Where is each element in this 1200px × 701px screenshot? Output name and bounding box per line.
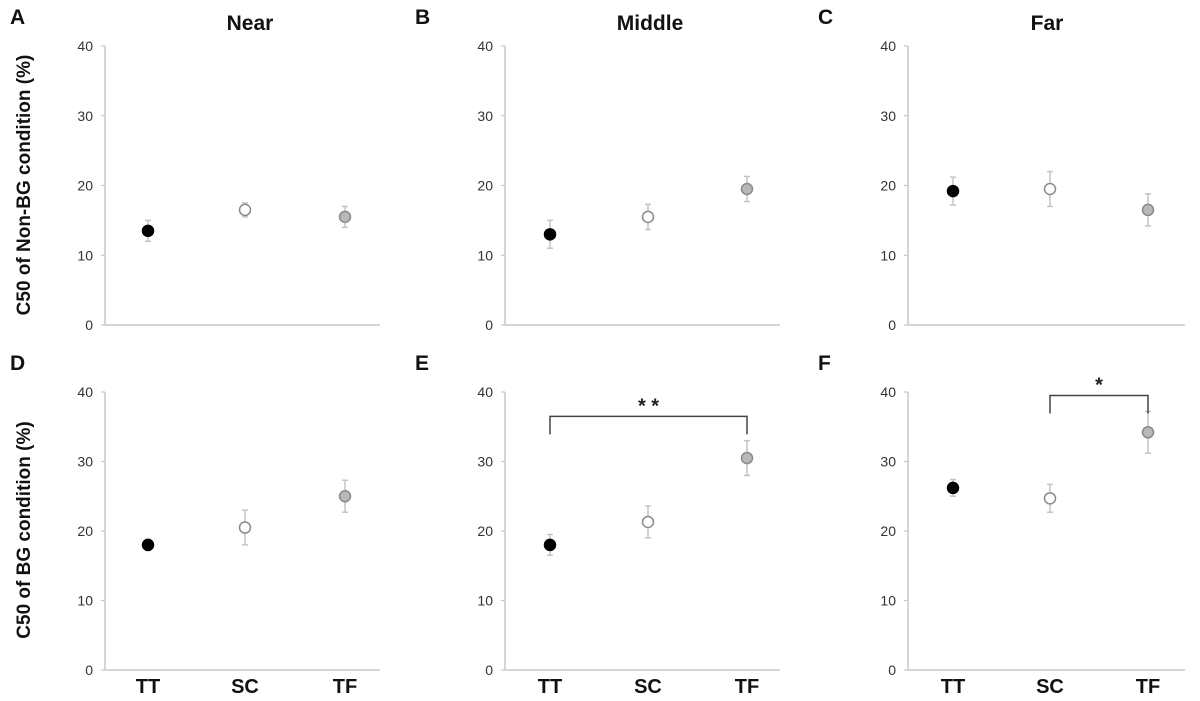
y-tick-label: 20 bbox=[477, 178, 493, 194]
data-point-tf bbox=[1141, 203, 1155, 217]
panel-e: E 0 10 20 30 40 TT SC TF * * bbox=[415, 352, 780, 698]
y-tick-label: 10 bbox=[477, 247, 493, 263]
data-point-tf bbox=[1141, 426, 1155, 439]
panel-a: A Near C50 of Non-BG condition (%) 0 10 20 30 4… bbox=[10, 6, 380, 333]
panel-title: Middle bbox=[617, 12, 684, 35]
y-tick-label: 40 bbox=[880, 384, 896, 400]
significance-bracket bbox=[549, 415, 748, 435]
y-tick-label: 20 bbox=[77, 178, 93, 194]
y-tick-label: 30 bbox=[477, 454, 493, 470]
y-tick-label: 40 bbox=[477, 384, 493, 400]
y-tick-label: 0 bbox=[888, 317, 896, 333]
x-tick-label: SC bbox=[1036, 676, 1064, 698]
y-axis-label: C50 of BG condition (%) bbox=[14, 421, 35, 638]
panel-letter: F bbox=[818, 352, 831, 375]
x-tick-label: TT bbox=[941, 676, 965, 698]
data-point-tt bbox=[543, 538, 557, 552]
y-tick-label: 10 bbox=[477, 593, 493, 609]
y-tick-label: 10 bbox=[880, 593, 896, 609]
y-tick-label: 20 bbox=[477, 523, 493, 539]
significance-label: * * bbox=[638, 395, 659, 417]
x-tick-label: TT bbox=[136, 676, 160, 698]
y-tick-label: 10 bbox=[77, 247, 93, 263]
data-point-sc bbox=[641, 210, 655, 224]
x-tick-label: SC bbox=[634, 676, 662, 698]
panel-letter: B bbox=[415, 6, 430, 29]
data-point-tf bbox=[338, 210, 352, 224]
panel-d: D C50 of BG condition (%) 0 10 20 30 40 TT SC TF bbox=[10, 352, 380, 698]
y-tick-label: 30 bbox=[77, 454, 93, 470]
data-point-sc bbox=[238, 203, 252, 217]
y-tick-label: 10 bbox=[77, 593, 93, 609]
data-point-tt bbox=[141, 538, 155, 552]
data-point-tt bbox=[946, 481, 960, 495]
panel-letter: E bbox=[415, 352, 429, 375]
y-tick-label: 30 bbox=[77, 108, 93, 124]
panel-title: Near bbox=[227, 12, 274, 35]
panel-b: B Middle 0 10 20 30 40 bbox=[415, 6, 780, 333]
panel-letter: C bbox=[818, 6, 833, 29]
significance-bracket bbox=[1049, 394, 1149, 414]
y-tick-label: 0 bbox=[485, 317, 493, 333]
x-tick-label: TF bbox=[735, 676, 759, 698]
panel-title: Far bbox=[1031, 12, 1064, 35]
y-tick-label: 0 bbox=[485, 662, 493, 678]
data-point-sc bbox=[641, 515, 655, 529]
y-tick-label: 40 bbox=[880, 38, 896, 54]
y-tick-label: 40 bbox=[77, 38, 93, 54]
x-tick-label: TT bbox=[538, 676, 562, 698]
y-tick-label: 30 bbox=[880, 108, 896, 124]
data-point-tt bbox=[543, 228, 557, 241]
y-tick-label: 40 bbox=[477, 38, 493, 54]
y-tick-label: 20 bbox=[880, 178, 896, 194]
data-point-tt bbox=[946, 184, 960, 198]
significance-label: * bbox=[1095, 374, 1103, 396]
y-tick-label: 0 bbox=[85, 662, 93, 678]
y-tick-label: 20 bbox=[880, 523, 896, 539]
panel-letter: D bbox=[10, 352, 25, 375]
data-point-sc bbox=[1043, 182, 1057, 196]
panel-letter: A bbox=[10, 6, 25, 29]
y-tick-label: 40 bbox=[77, 384, 93, 400]
x-tick-label: TF bbox=[1136, 676, 1160, 698]
data-point-tf bbox=[740, 182, 754, 196]
y-tick-label: 30 bbox=[477, 108, 493, 124]
x-tick-label: TF bbox=[333, 676, 357, 698]
y-axis-label: C50 of Non-BG condition (%) bbox=[14, 55, 35, 316]
y-tick-label: 20 bbox=[77, 523, 93, 539]
data-point-tf bbox=[740, 451, 754, 465]
data-point-tf bbox=[338, 490, 352, 503]
panel-f: F 0 10 20 30 40 TT SC TF * bbox=[818, 352, 1185, 698]
x-tick-label: SC bbox=[231, 676, 259, 698]
y-tick-label: 0 bbox=[85, 317, 93, 333]
data-point-sc bbox=[1043, 492, 1057, 505]
data-point-sc bbox=[238, 521, 252, 534]
y-tick-label: 0 bbox=[888, 662, 896, 678]
y-tick-label: 30 bbox=[880, 454, 896, 470]
data-point-tt bbox=[141, 224, 155, 238]
y-tick-label: 10 bbox=[880, 247, 896, 263]
panel-c: C Far 0 10 20 30 40 bbox=[818, 6, 1185, 333]
